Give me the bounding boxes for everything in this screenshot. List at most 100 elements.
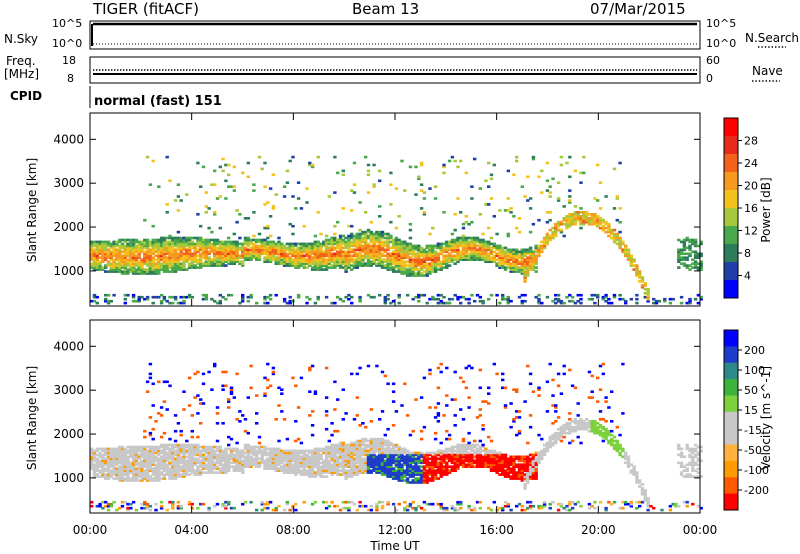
heatmap-cell xyxy=(143,240,147,244)
heatmap-cell xyxy=(386,234,390,238)
heatmap-cell xyxy=(618,242,622,246)
heatmap-cell xyxy=(151,260,155,263)
heatmap-cell xyxy=(582,218,586,222)
heatmap-cell xyxy=(274,262,278,265)
heatmap-cell xyxy=(341,207,345,210)
heatmap-cell xyxy=(120,469,125,472)
heatmap-cell xyxy=(417,250,421,254)
heatmap-cell xyxy=(375,230,379,234)
heatmap-cell xyxy=(120,260,125,263)
heatmap-cell xyxy=(224,258,228,261)
heatmap-cell xyxy=(151,250,155,254)
heatmap-cell xyxy=(185,258,189,261)
heatmap-cell xyxy=(134,246,139,250)
heatmap-cell xyxy=(506,301,510,305)
heatmap-cell xyxy=(299,455,304,459)
heatmap-cell xyxy=(587,297,592,301)
heatmap-cell xyxy=(509,248,513,252)
heatmap-cell xyxy=(260,248,264,252)
heatmap-cell xyxy=(285,502,290,506)
heatmap-cell xyxy=(540,169,544,173)
heatmap-cell xyxy=(386,258,390,261)
heatmap-cell xyxy=(285,437,290,441)
heatmap-cell xyxy=(151,240,155,244)
heatmap-cell xyxy=(414,481,418,484)
heatmap-cell xyxy=(308,414,312,417)
freq-label: Freq. xyxy=(6,54,36,68)
heatmap-cell xyxy=(268,447,273,451)
heatmap-cell xyxy=(366,461,371,465)
heatmap-cell xyxy=(252,211,256,214)
heatmap-cell xyxy=(145,244,150,248)
heatmap-cell xyxy=(288,260,292,263)
heatmap-cell xyxy=(358,234,362,238)
heatmap-cell xyxy=(134,455,139,459)
heatmap-cell xyxy=(101,455,105,459)
heatmap-cell xyxy=(145,250,150,254)
heatmap-cell xyxy=(143,461,147,465)
heatmap-cell xyxy=(350,234,354,238)
heatmap-cell xyxy=(126,467,130,470)
heatmap-cell xyxy=(425,244,429,248)
heatmap-cell xyxy=(299,242,304,246)
heatmap-cell xyxy=(224,504,228,508)
heatmap-cell xyxy=(118,260,122,263)
heatmap-cell xyxy=(171,453,175,457)
heatmap-cell xyxy=(168,234,172,238)
heatmap-cell xyxy=(157,479,161,482)
heatmap-cell xyxy=(338,447,343,451)
heatmap-cell xyxy=(386,445,390,449)
heatmap-cell xyxy=(106,242,111,246)
heatmap-cell xyxy=(143,260,147,263)
heatmap-cell xyxy=(165,262,169,265)
heatmap-cell xyxy=(394,465,399,468)
heatmap-cell xyxy=(101,471,105,474)
heatmap-cell xyxy=(227,173,231,177)
heatmap-cell xyxy=(556,197,561,200)
heatmap-cell xyxy=(495,248,499,252)
heatmap-cell xyxy=(215,258,220,261)
heatmap-cell xyxy=(176,209,181,212)
heatmap-cell xyxy=(143,469,147,472)
heatmap-cell xyxy=(445,260,449,263)
heatmap-cell xyxy=(268,258,273,261)
heatmap-cell xyxy=(344,262,348,265)
heatmap-cell xyxy=(386,427,390,431)
heatmap-cell xyxy=(176,240,181,244)
heatmap-cell xyxy=(341,443,345,447)
heatmap-cell xyxy=(291,467,295,470)
heatmap-cell xyxy=(268,457,273,461)
heatmap-cell xyxy=(313,264,318,267)
heatmap-cell xyxy=(364,252,368,256)
heatmap-cell xyxy=(162,463,167,466)
heatmap-cell xyxy=(101,500,105,504)
heatmap-cell xyxy=(201,459,206,463)
heatmap-cell xyxy=(699,254,703,258)
heatmap-cell xyxy=(324,248,329,252)
heatmap-cell xyxy=(112,451,116,455)
heatmap-cell xyxy=(213,183,217,186)
heatmap-cell xyxy=(386,469,390,472)
heatmap-cell xyxy=(190,447,194,451)
heatmap-cell xyxy=(224,457,228,461)
heatmap-cell xyxy=(145,258,150,261)
heatmap-cell xyxy=(151,262,155,265)
heatmap-cell xyxy=(221,388,225,391)
heatmap-cell xyxy=(604,220,608,224)
heatmap-cell xyxy=(215,240,220,244)
heatmap-cell xyxy=(313,258,318,261)
heatmap-cell xyxy=(358,254,362,258)
heatmap-cell xyxy=(352,250,357,254)
heatmap-cell xyxy=(461,238,466,242)
heatmap-cell xyxy=(263,447,267,451)
heatmap-cell xyxy=(232,185,236,188)
heatmap-cell xyxy=(257,244,262,248)
heatmap-cell xyxy=(224,163,228,167)
heatmap-cell xyxy=(302,242,306,246)
heatmap-cell xyxy=(330,453,334,457)
heatmap-cell xyxy=(344,260,348,263)
heatmap-cell xyxy=(336,465,340,468)
heatmap-cell xyxy=(305,187,309,190)
heatmap-cell xyxy=(213,445,217,449)
heatmap-cell xyxy=(464,297,468,301)
